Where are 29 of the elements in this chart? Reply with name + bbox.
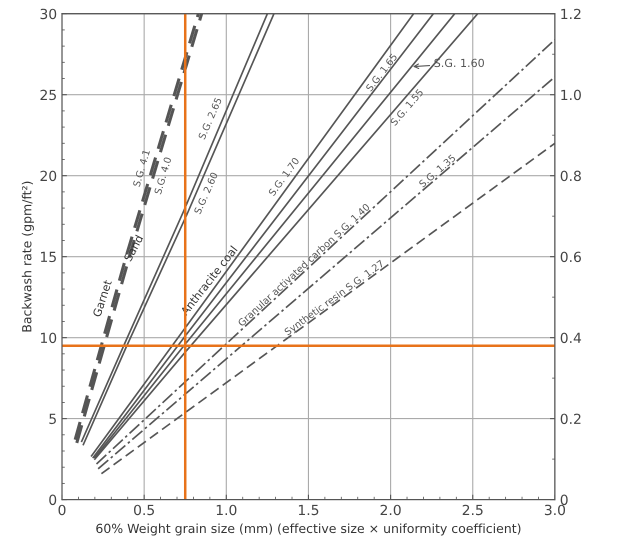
text: S.G. 2.60 [194, 172, 218, 214]
y2-tick-label: 1.2 [561, 8, 580, 19]
y-axis-title: Backwash rate (gpm/ft²) [22, 182, 34, 332]
x-tick-label: 0.5 [134, 504, 154, 516]
y-tick-label: 5 [49, 414, 56, 424]
x-tick-label: 3.0 [544, 504, 566, 516]
text: S.G. 4.1 [132, 150, 150, 188]
x-tick-label: 2.0 [380, 504, 401, 516]
annotation: Garnet [92, 279, 112, 318]
x-axis-title: 60% Weight grain size (mm) (effective size × uniformity coefficient) [96, 523, 520, 536]
x-tick-label: 1.0 [216, 504, 236, 516]
y2-tick-label: 0.6 [560, 252, 581, 262]
y2-tick-label: 0.8 [560, 170, 581, 182]
x-tick-label: 1.5 [298, 504, 318, 516]
y2-tick-label: 1.0 [561, 90, 581, 100]
y2-tick-label: 0.4 [560, 332, 582, 344]
x-tick-label: 2.5 [462, 504, 483, 516]
y-tick-label: 20 [40, 170, 56, 182]
y-tick-label: 25 [40, 90, 56, 100]
y2-tick-label: 0.2 [560, 414, 580, 424]
legend-label: S.G. 1.60 [434, 58, 484, 68]
y-tick-label: 30 [40, 8, 56, 20]
x-tick-label: 0 [58, 504, 66, 516]
text: S.G. 2.65 [198, 97, 222, 140]
y2-tick-label: 0 [560, 494, 568, 506]
y-tick-label: 10 [40, 332, 56, 344]
y-tick-label: 0 [49, 494, 56, 506]
text: S.G. 4.0 [154, 156, 172, 195]
y-tick-label: 15 [40, 252, 56, 262]
